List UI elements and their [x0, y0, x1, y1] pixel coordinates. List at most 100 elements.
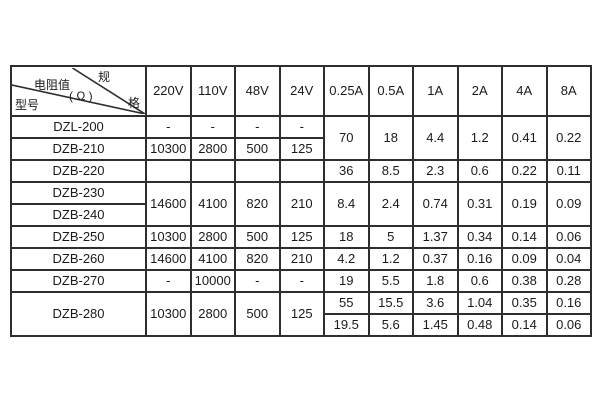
column-header-110v: 110V	[189, 65, 236, 117]
current-value-cell: 0.16	[456, 247, 503, 271]
diagonal-corner-cell: 规 格 电阻值 ( Ω ) 型号	[10, 65, 147, 117]
current-value-cell: 0.37	[412, 247, 459, 271]
column-header-8a: 8A	[545, 65, 592, 117]
voltage-value-cell: 14600	[145, 181, 192, 227]
current-value-cell: 5.6	[367, 313, 414, 337]
current-value-cell: 1.2	[367, 247, 414, 271]
corner-resistance-label: 电阻值	[34, 78, 71, 92]
current-value-cell: 1.37	[412, 225, 459, 249]
model-cell: DZB-270	[10, 269, 147, 293]
voltage-value-cell	[234, 159, 281, 183]
corner-model-label: 型号	[15, 98, 40, 112]
voltage-value-cell: 4100	[189, 181, 236, 227]
column-header-4a: 4A	[501, 65, 548, 117]
column-header-0-5a: 0.5A	[367, 65, 414, 117]
current-value-cell: 0.14	[501, 225, 548, 249]
current-value-cell: 0.6	[456, 269, 503, 293]
corner-spec-char-2: 格	[128, 96, 141, 110]
voltage-value-cell: 2800	[189, 137, 236, 161]
current-value-cell: 70	[323, 115, 370, 161]
current-value-cell: 4.2	[323, 247, 370, 271]
voltage-value-cell: 500	[234, 225, 281, 249]
current-value-cell: 36	[323, 159, 370, 183]
table-row-dzb-210: DZB-210 10300 2800 500 125	[10, 137, 591, 161]
current-value-cell: 0.28	[545, 269, 592, 293]
current-value-cell: 0.31	[456, 181, 503, 227]
voltage-value-cell: 10000	[189, 269, 236, 293]
voltage-value-cell: 500	[234, 137, 281, 161]
current-value-cell: 2.4	[367, 181, 414, 227]
corner-resistance-unit: ( Ω )	[69, 89, 93, 103]
table-row-dzb-220: DZB-220 36 8.5 2.3 0.6 0.22 0.11	[10, 159, 592, 183]
voltage-value-cell: 10300	[145, 225, 192, 249]
current-value-cell: 1.8	[412, 269, 459, 293]
current-value-cell: 0.16	[545, 291, 592, 315]
model-cell: DZB-210	[10, 137, 147, 161]
current-value-cell: 2.3	[412, 159, 459, 183]
current-value-cell: 0.48	[456, 313, 503, 337]
current-value-cell: 0.22	[545, 115, 592, 161]
voltage-value-cell	[189, 159, 236, 183]
current-value-cell: 0.41	[501, 115, 548, 161]
model-cell: DZB-220	[10, 159, 147, 183]
voltage-value-cell: 125	[278, 225, 325, 249]
current-value-cell: 0.06	[545, 313, 592, 337]
current-value-cell: 0.09	[545, 181, 592, 227]
current-value-cell: 5.5	[367, 269, 414, 293]
column-header-2a: 2A	[456, 65, 503, 117]
current-value-cell: 0.11	[545, 159, 592, 183]
current-value-cell: 0.04	[545, 247, 592, 271]
voltage-value-cell: 2800	[189, 291, 236, 337]
current-value-cell: 19.5	[323, 313, 370, 337]
current-value-cell: 5	[367, 225, 414, 249]
current-value-cell: 8.5	[367, 159, 414, 183]
voltage-value-cell: -	[234, 115, 281, 139]
current-value-cell: 3.6	[412, 291, 459, 315]
current-value-cell: 18	[323, 225, 370, 249]
table-row-dzb-230: DZB-230 14600 4100 820 210 8.4 2.4 0.74 …	[10, 181, 592, 227]
voltage-value-cell: 820	[234, 247, 281, 271]
current-value-cell: 0.34	[456, 225, 503, 249]
model-cell: DZB-240	[10, 203, 147, 227]
spec-table-container: 规 格 电阻值 ( Ω ) 型号 220V 110V 48V 24V 0.25A…	[10, 65, 592, 337]
current-value-cell: 0.74	[412, 181, 459, 227]
current-value-cell: 0.14	[501, 313, 548, 337]
current-value-cell: 0.09	[501, 247, 548, 271]
current-value-cell: 0.06	[545, 225, 592, 249]
voltage-value-cell: 2800	[189, 225, 236, 249]
table-row-dzb-280: DZB-280 10300 2800 500 125 55 15.5 3.6 1…	[10, 291, 592, 337]
table-row-dzb-250: DZB-250 10300 2800 500 125 18 5 1.37 0.3…	[10, 225, 592, 249]
table-row-dzl-200: DZL-200 - - - - 70 18 4.4 1.2 0.41 0.22	[10, 115, 592, 161]
voltage-value-cell: -	[145, 115, 192, 139]
current-value-cell: 4.4	[412, 115, 459, 161]
voltage-value-cell	[278, 159, 325, 183]
spec-table: 规 格 电阻值 ( Ω ) 型号 220V 110V 48V 24V 0.25A…	[10, 65, 592, 337]
voltage-value-cell: 4100	[189, 247, 236, 271]
current-value-cell: 0.19	[501, 181, 548, 227]
corner-spec-char-1: 规	[98, 70, 111, 84]
diagonal-corner-box: 规 格 电阻值 ( Ω ) 型号	[13, 68, 144, 114]
column-header-48v: 48V	[234, 65, 281, 117]
voltage-value-cell: -	[189, 115, 236, 139]
voltage-value-cell: -	[278, 115, 325, 139]
voltage-value-cell: 210	[278, 181, 325, 227]
current-value-cell: 0.22	[501, 159, 548, 183]
column-header-1a: 1A	[412, 65, 459, 117]
current-value-cell: 18	[367, 115, 414, 161]
table-row-dzb-240: DZB-240	[10, 203, 591, 227]
voltage-value-cell: 500	[234, 291, 281, 337]
header-row: 规 格 电阻值 ( Ω ) 型号 220V 110V 48V 24V 0.25A…	[10, 65, 592, 117]
table-row-dzb-270: DZB-270 - 10000 - - 19 5.5 1.8 0.6 0.38 …	[10, 269, 592, 293]
model-cell: DZB-260	[10, 247, 147, 271]
current-value-cell: 55	[323, 291, 370, 315]
model-cell: DZB-250	[10, 225, 147, 249]
current-value-cell: 1.45	[412, 313, 459, 337]
voltage-value-cell: 125	[278, 291, 325, 337]
voltage-value-cell: -	[145, 269, 192, 293]
current-value-cell: 1.2	[456, 115, 503, 161]
voltage-value-cell: 210	[278, 247, 325, 271]
voltage-value-cell: 14600	[145, 247, 192, 271]
voltage-value-cell: -	[278, 269, 325, 293]
table-row-dzb-260: DZB-260 14600 4100 820 210 4.2 1.2 0.37 …	[10, 247, 592, 271]
voltage-value-cell: 10300	[145, 137, 192, 161]
